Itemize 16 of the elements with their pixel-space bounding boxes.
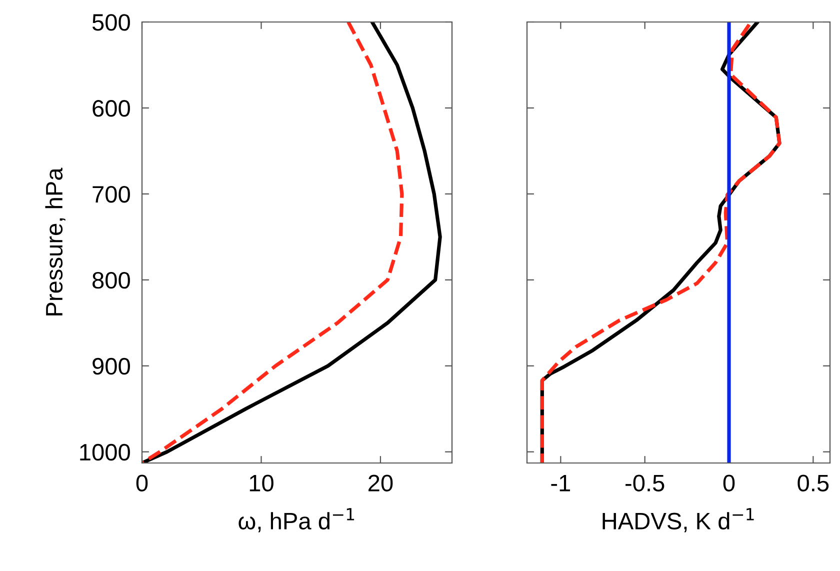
x-tick-label: 0.5 (798, 474, 829, 492)
y-tick-label: 500 (92, 14, 130, 31)
y-tick-label: 900 (92, 358, 130, 375)
x-tick-label: 0 (136, 474, 148, 492)
x-tick-label: -0.5 (626, 474, 664, 492)
y-tick-label: 1000 (80, 444, 130, 461)
y-tick-label: 700 (92, 186, 130, 203)
x-tick-label: 20 (368, 474, 393, 492)
y-axis-title: Pressure, hPa (45, 168, 66, 316)
x-axis-title: HADVS, K d$^{−1}$ (602, 508, 754, 532)
y-tick-label: 600 (92, 100, 130, 117)
x-tick-label: 10 (250, 474, 274, 492)
x-axis-title: ω, hPa d$^{−1}$ (238, 508, 354, 532)
x-tick-label: -1 (551, 474, 570, 492)
y-tick-label: 800 (92, 272, 130, 289)
x-tick-label: 0 (723, 474, 735, 492)
